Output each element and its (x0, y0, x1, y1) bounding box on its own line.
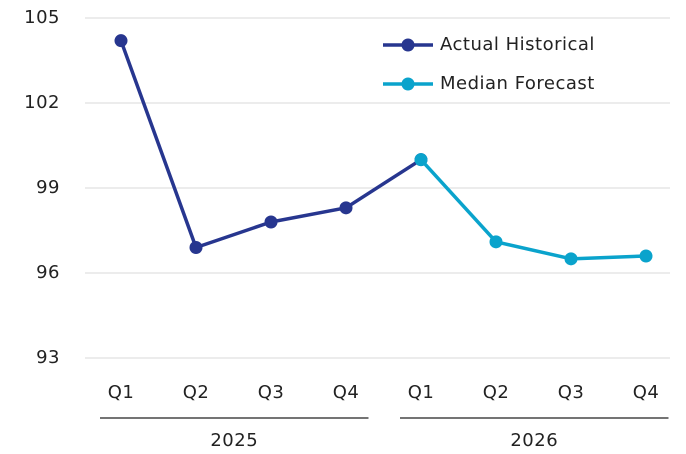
y-tick-label: 102 (24, 92, 60, 113)
legend-label: Actual Historical (440, 34, 595, 55)
data-point (114, 34, 128, 48)
x-tick-label: Q4 (633, 382, 660, 403)
x-tick-label: Q3 (558, 382, 585, 403)
data-point (264, 215, 278, 229)
data-point (489, 235, 503, 249)
group-label: 2026 (510, 430, 558, 451)
data-point (414, 153, 428, 167)
group-label: 2025 (210, 430, 258, 451)
x-tick-label: Q2 (183, 382, 210, 403)
data-point (339, 201, 353, 215)
data-point (639, 249, 653, 263)
data-point (189, 241, 203, 254)
legend-marker (401, 77, 415, 91)
x-tick-label: Q4 (333, 382, 360, 403)
x-tick-label: Q2 (483, 382, 510, 403)
legend-label: Median Forecast (440, 73, 595, 94)
data-point (564, 252, 578, 266)
x-tick-label: Q3 (258, 382, 285, 403)
y-tick-label: 105 (24, 7, 60, 28)
legend-marker (401, 38, 415, 52)
series-line (419, 158, 647, 261)
x-tick-label: Q1 (408, 382, 435, 403)
y-tick-label: 93 (36, 347, 60, 368)
x-tick-label: Q1 (108, 382, 135, 403)
y-tick-label: 99 (36, 177, 60, 198)
y-tick-label: 96 (36, 262, 60, 283)
